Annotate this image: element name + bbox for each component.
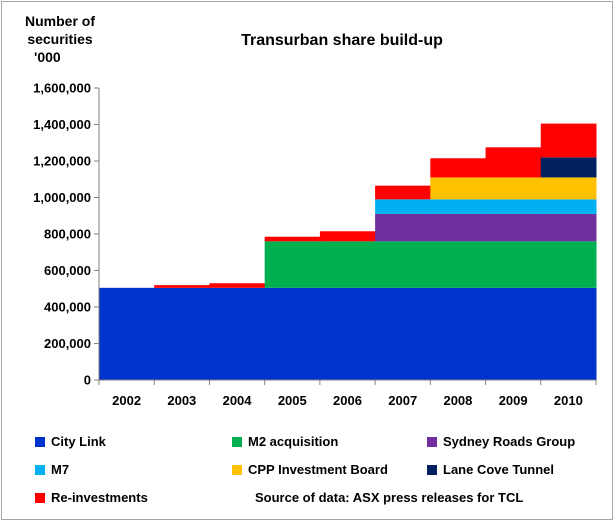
y-tick-label-3: 600,000 — [44, 263, 91, 278]
y-tick-label-0: 0 — [84, 373, 91, 388]
legend-item-m2-acquisition: M2 acquisition — [232, 434, 338, 449]
legend-swatch — [232, 437, 242, 447]
legend-label: Re-investments — [51, 490, 148, 505]
bar-m7-2008 — [430, 199, 487, 214]
y-tick-label-2: 400,000 — [44, 300, 91, 315]
source-note: Source of data: ASX press releases for T… — [255, 490, 524, 505]
legend-item-sydney-roads-group: Sydney Roads Group — [427, 434, 575, 449]
x-tick-label-2005: 2005 — [278, 393, 307, 408]
legend-swatch — [427, 465, 437, 475]
legend-label: M2 acquisition — [248, 434, 339, 449]
legend-item-lane-cove-tunnel: Lane Cove Tunnel — [427, 462, 554, 477]
legend-swatch — [35, 465, 45, 475]
x-tick-label-2007: 2007 — [388, 393, 417, 408]
bar-sydney-roads-group-2010 — [540, 213, 597, 242]
bar-re-investments-2004 — [209, 283, 266, 288]
y-tick-label-8: 1,600,000 — [33, 81, 91, 96]
bar-m2-acquisition-2009 — [485, 241, 542, 288]
x-tick-label-2010: 2010 — [554, 393, 583, 408]
legend-swatch — [35, 437, 45, 447]
bar-sydney-roads-group-2007 — [375, 213, 431, 242]
x-tick-label-2006: 2006 — [333, 393, 362, 408]
bar-city-link-2005 — [264, 287, 321, 380]
legend-label: City Link — [51, 434, 106, 449]
x-tick-label-2002: 2002 — [112, 393, 141, 408]
y-tick-label-7: 1,400,000 — [33, 117, 91, 132]
bar-cpp-investment-board-2010 — [540, 177, 597, 200]
bar-m7-2007 — [375, 199, 431, 214]
bar-city-link-2006 — [319, 287, 376, 380]
legend-item-city-link: City Link — [35, 434, 106, 449]
x-tick-label-2009: 2009 — [499, 393, 528, 408]
bar-city-link-2010 — [540, 287, 597, 380]
bar-m2-acquisition-2007 — [375, 241, 431, 288]
y-tick-label-6: 1,200,000 — [33, 154, 91, 169]
bar-cpp-investment-board-2009 — [485, 177, 542, 200]
y-tick-label-4: 800,000 — [44, 227, 91, 242]
bar-re-investments-2007 — [375, 185, 431, 200]
bar-m2-acquisition-2010 — [540, 241, 597, 288]
bar-lane-cove-tunnel-2010 — [540, 157, 597, 178]
bar-m2-acquisition-2006 — [319, 241, 376, 288]
x-tick-label-2004: 2004 — [223, 393, 253, 408]
bar-city-link-2008 — [430, 287, 487, 380]
y-tick-label-5: 1,000,000 — [33, 190, 91, 205]
bar-m2-acquisition-2008 — [430, 241, 487, 288]
bar-m2-acquisition-2005 — [264, 241, 321, 288]
bar-city-link-2003 — [154, 287, 210, 380]
legend-label: Sydney Roads Group — [443, 434, 576, 449]
bar-re-investments-2010 — [540, 123, 597, 158]
x-tick-label-2003: 2003 — [167, 393, 196, 408]
legend-swatch — [427, 437, 437, 447]
legend-swatch — [35, 493, 45, 503]
legend-swatch — [232, 465, 242, 475]
bar-sydney-roads-group-2008 — [430, 213, 487, 242]
bar-city-link-2009 — [485, 287, 542, 380]
bar-re-investments-2008 — [430, 158, 487, 178]
chart-title: Transurban share build-up — [241, 32, 443, 49]
bar-city-link-2004 — [209, 287, 266, 380]
legend-item-m7: M7 — [35, 462, 69, 477]
legend-label: Lane Cove Tunnel — [443, 462, 554, 477]
y-axis-title-text: Number of securities '000 — [25, 13, 95, 65]
bar-city-link-2007 — [375, 287, 431, 380]
y-tick-label-1: 200,000 — [44, 336, 91, 351]
bar-re-investments-2005 — [264, 236, 321, 242]
bar-m7-2009 — [485, 199, 542, 214]
legend-item-re-investments: Re-investments — [35, 490, 148, 505]
bar-city-link-2002 — [99, 287, 155, 380]
legend: City Link M2 acquisition Sydney Roads Grou… — [2, 426, 614, 521]
bar-sydney-roads-group-2009 — [485, 213, 542, 242]
legend-label: M7 — [51, 462, 70, 477]
x-tick-label-2008: 2008 — [443, 393, 472, 408]
legend-label: CPP Investment Board — [248, 462, 388, 477]
bar-re-investments-2006 — [319, 231, 376, 242]
legend-item-cpp-investment-board: CPP Investment Board — [232, 462, 388, 477]
chart-plot: 0 200,000 400,000 600,000 800,000 1,000,000 1,… — [33, 81, 597, 408]
bar-cpp-investment-board-2008 — [430, 177, 487, 200]
y-axis-title: Number of securities '000 — [10, 12, 110, 66]
bar-re-investments-2003 — [154, 285, 210, 288]
bar-re-investments-2009 — [485, 147, 542, 178]
bar-m7-2010 — [540, 199, 597, 214]
